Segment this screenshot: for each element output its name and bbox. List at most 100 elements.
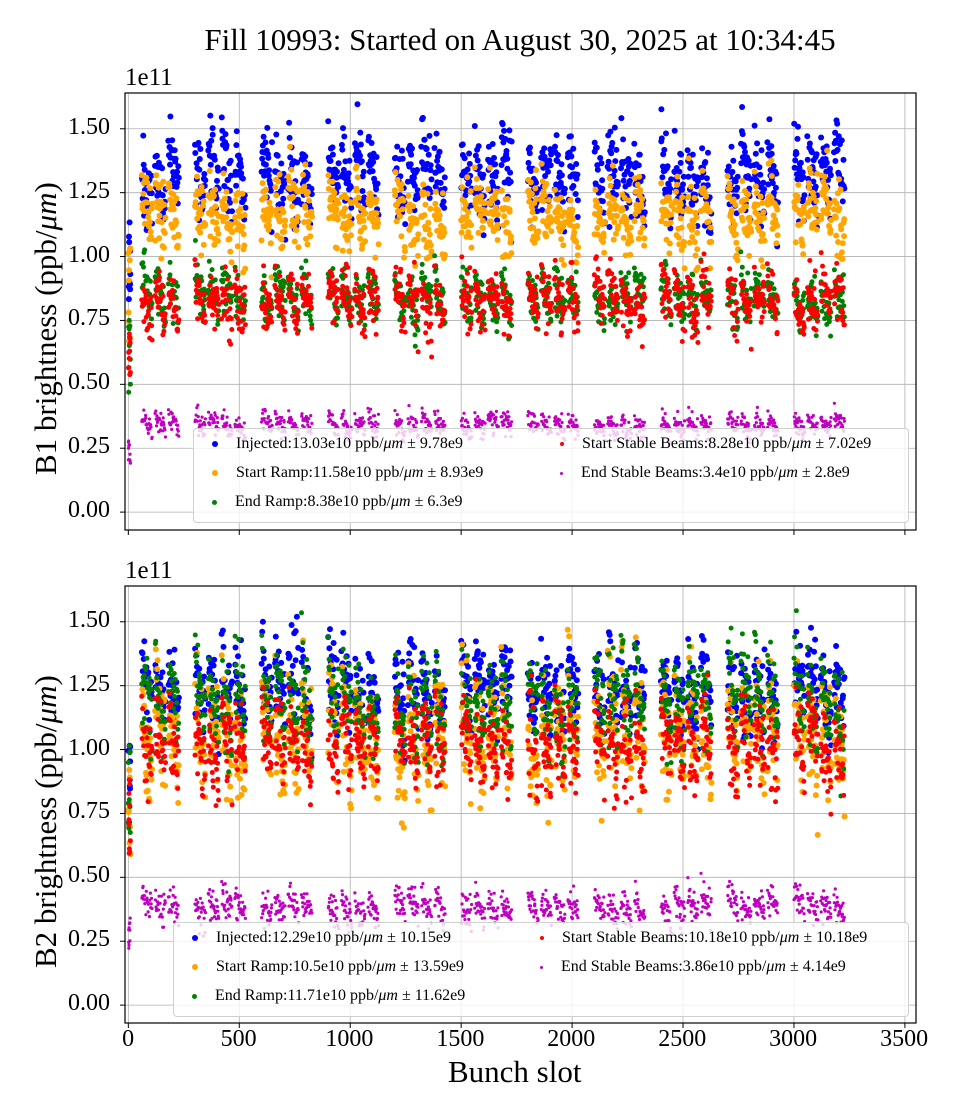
b1-point [362,334,368,340]
b1-point [425,151,432,158]
b1-point [569,260,575,265]
b1-point [306,283,311,289]
b1-point [601,284,607,290]
b1-point [196,415,200,419]
b1-point [818,215,825,222]
b1-point [756,286,762,292]
b1-point [128,452,132,456]
b1-point [160,293,166,299]
b1-point [546,157,553,164]
b1-point [427,205,434,212]
b1-point [199,298,205,304]
b1-point [691,239,698,245]
b1-point [535,311,541,317]
b1-point [126,257,133,264]
b1-point [575,244,582,251]
b1-point [801,324,807,330]
b1-point [659,261,664,267]
b1-point [689,201,696,208]
b1-plot-area [120,92,917,535]
b1-point [218,114,225,121]
b1-point [173,219,180,226]
b1-point [345,264,351,270]
b1-point [623,418,627,422]
b1-point [627,420,631,424]
b1-point [672,270,678,276]
b1-point [761,215,767,221]
b1-point [355,194,362,201]
b1-point [739,264,745,270]
b1-point [153,152,160,159]
b1-point [163,428,167,432]
b1-point [614,213,621,219]
b1-point [667,297,673,303]
b1-point [506,127,513,134]
b1-point [357,152,363,159]
b1-point [309,414,313,418]
b1-point [126,219,133,226]
b1-point [347,296,353,302]
b1-point [346,424,350,428]
b1-point [841,272,846,278]
b1-point [799,169,806,176]
b1-point [735,306,741,312]
b1-point [223,142,230,149]
b1-point [441,251,448,258]
b1-point [215,416,219,420]
b1-point [402,248,408,255]
b1-point [823,185,830,192]
b1-point [304,241,311,248]
b1-point [431,145,438,151]
b1-point [624,281,630,287]
b1-point [370,318,376,324]
b1-point [756,164,763,171]
b1-point [703,175,710,182]
b1-point [688,416,692,420]
b1-point [641,235,648,242]
b1-point [160,178,167,185]
b1-point [658,106,665,113]
b1-point [558,256,565,263]
b1-point [477,329,483,335]
b1-point [399,291,405,297]
b1-point [128,458,132,463]
b1-point [761,186,768,193]
b1-point [597,278,603,284]
b1-point [613,191,619,198]
b1-point [148,205,155,212]
b1-point [476,291,482,297]
b1-point [349,314,355,320]
b1-point [680,173,687,180]
b1-point [459,254,465,260]
b1-point [202,319,208,325]
b1-point [593,199,600,206]
b1-point [819,308,825,314]
b1-point [341,133,348,140]
b1-point [193,262,198,268]
b1-point [171,147,178,154]
b1-point [560,420,564,425]
b1-point [474,157,481,164]
b1-point [305,420,310,424]
b1-point [212,277,218,283]
b1-point [307,233,314,240]
b1-point [340,166,347,173]
b1-point [772,306,778,312]
b1-point [194,173,200,180]
b1-point [473,176,480,182]
b1-point [267,187,274,194]
b1-point [353,185,360,192]
b1-point [574,214,581,220]
b1-point [214,177,220,184]
b1-point [679,194,686,201]
b1-point [569,275,574,281]
b1-point [760,209,767,216]
b1-point [353,412,357,416]
b1-point [494,199,501,206]
b1-point [459,141,466,148]
b1-point [141,166,148,173]
b1-point [766,116,773,123]
b1-point [148,190,155,197]
b1-point [126,356,132,361]
b1-point [212,186,219,193]
